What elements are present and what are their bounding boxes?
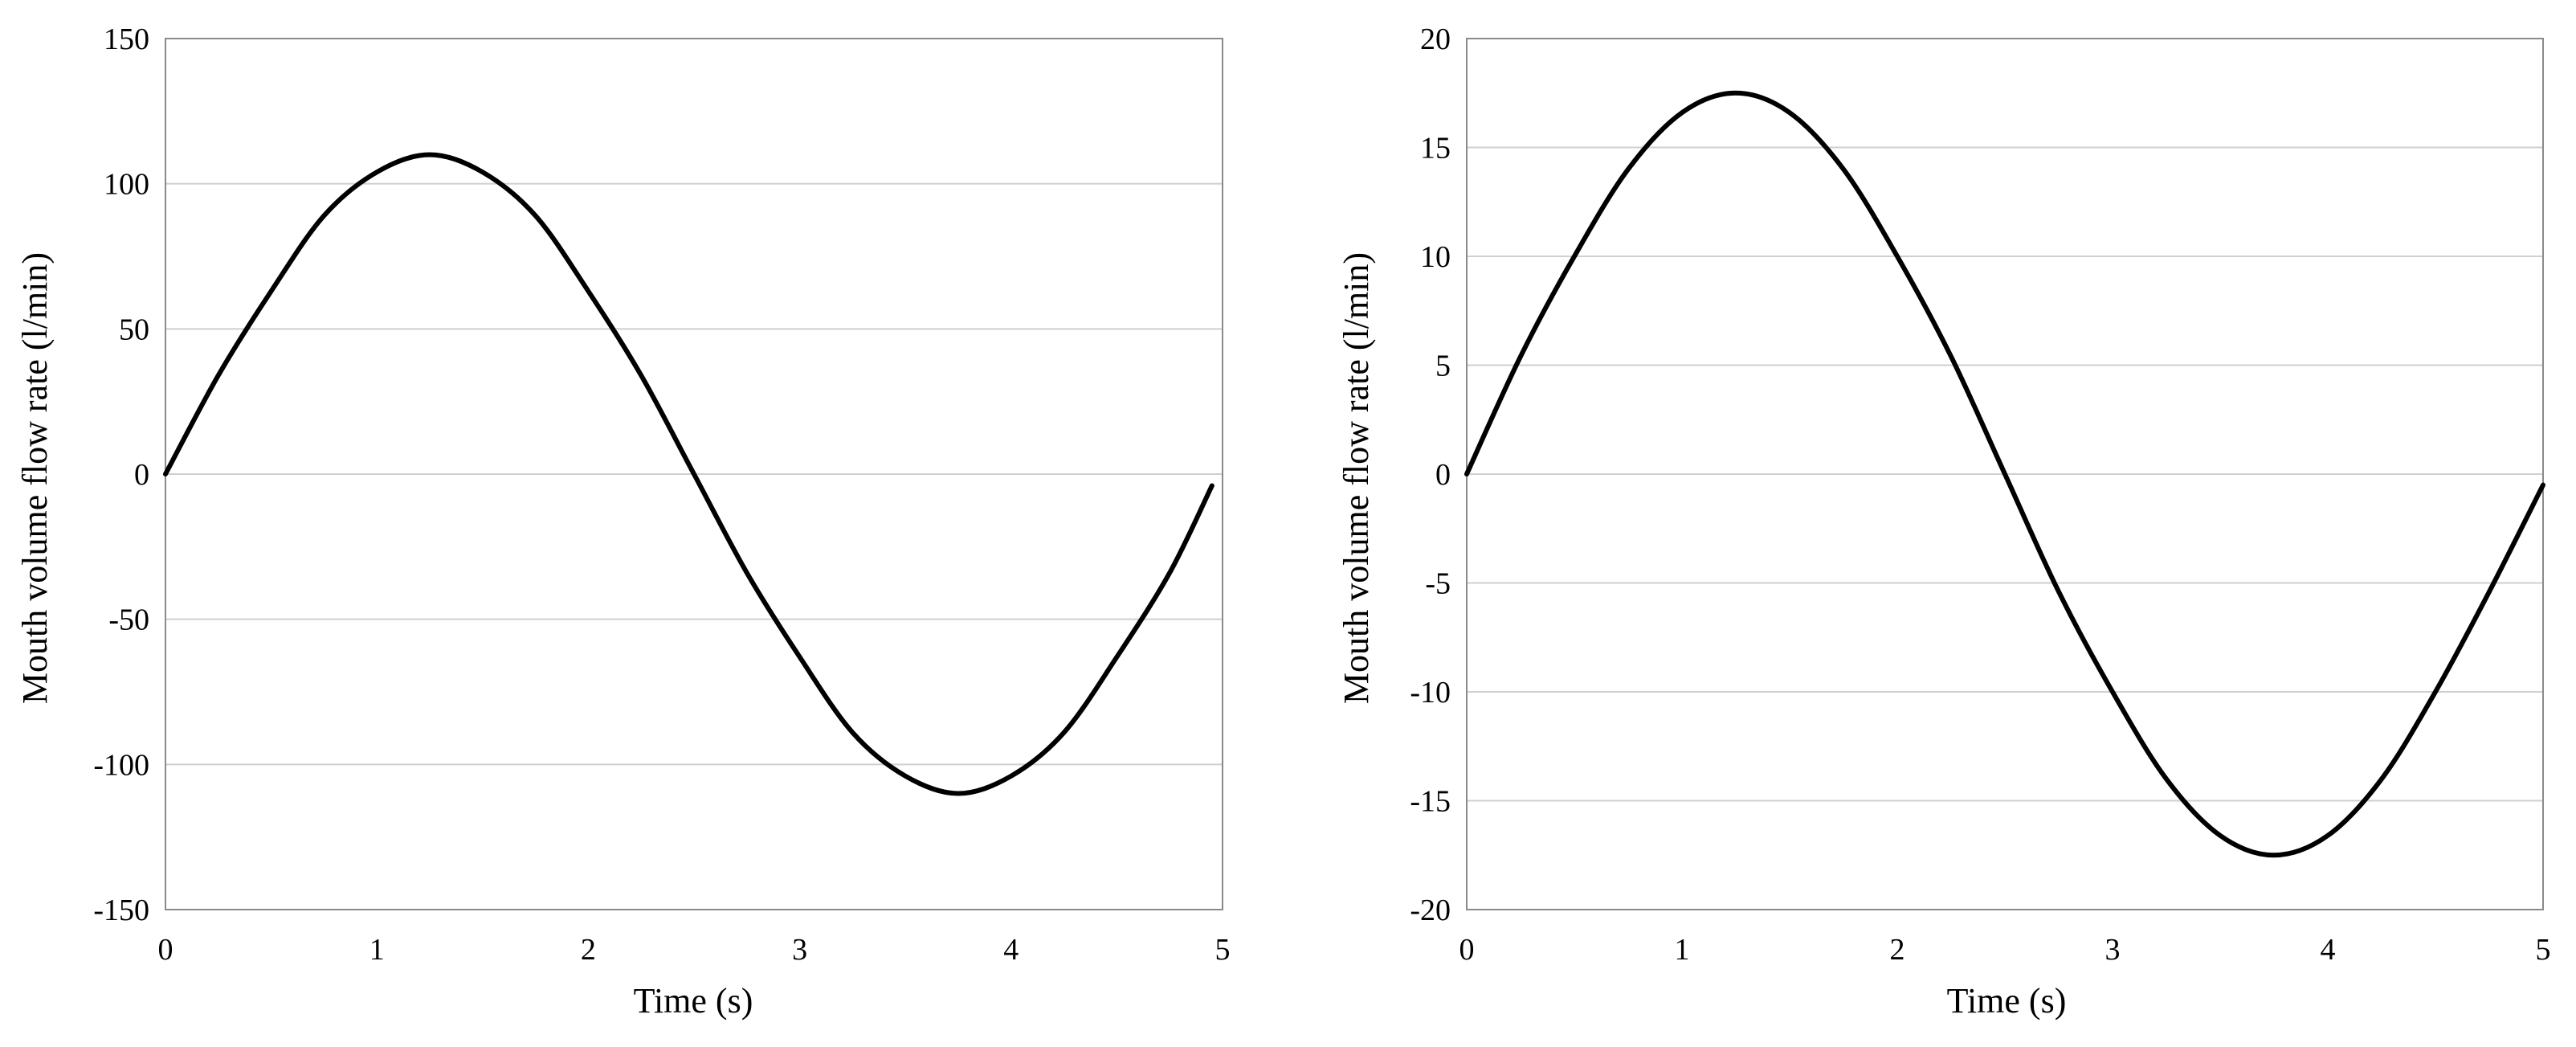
x-tick-label: 3 [2105, 933, 2121, 967]
y-tick-label: 0 [1435, 458, 1451, 492]
x-tick-label: 4 [2321, 933, 2336, 967]
x-tick-label: 5 [2536, 933, 2551, 967]
y-tick-label: -15 [1410, 785, 1451, 819]
y-axis-title: Mouth volume flow rate (l/min) [1337, 252, 1376, 704]
y-tick-label: 5 [1435, 350, 1451, 383]
y-tick-label: 15 [1420, 132, 1451, 166]
chart-right: Mouth volume flow rate (l/min) Time (s) … [1269, 0, 2576, 1047]
x-tick-label: 5 [1215, 933, 1231, 967]
y-tick-label: -150 [93, 894, 149, 927]
series-line [163, 152, 1215, 796]
y-tick-label: 10 [1420, 240, 1451, 274]
x-tick-label: 0 [158, 933, 174, 967]
x-tick-label: 1 [369, 933, 385, 967]
y-tick-label: 0 [134, 458, 149, 492]
x-tick-label: 1 [1675, 933, 1690, 967]
y-tick-label: -100 [93, 748, 149, 782]
y-tick-label: 50 [119, 313, 149, 346]
y-tick-label: -20 [1410, 894, 1451, 927]
x-tick-label: 3 [792, 933, 807, 967]
y-tick-label: -50 [108, 603, 149, 637]
y-tick-label: 100 [104, 168, 149, 202]
x-tick-label: 0 [1459, 933, 1475, 967]
y-tick-label: -10 [1410, 676, 1451, 710]
series-line [1464, 90, 2545, 858]
chart-right-svg: Mouth volume flow rate (l/min) Time (s) … [1337, 22, 2551, 1020]
chart-left-svg: Mouth volume flow rate (l/min) Time (s) … [15, 22, 1231, 1020]
y-tick-label: -5 [1425, 567, 1451, 601]
y-axis-title: Mouth volume flow rate (l/min) [15, 252, 55, 704]
x-axis-title: Time (s) [634, 981, 753, 1020]
x-tick-label: 2 [581, 933, 596, 967]
y-tick-label: 150 [104, 22, 149, 56]
x-axis-title: Time (s) [1947, 981, 2067, 1020]
chart-left: Mouth volume flow rate (l/min) Time (s) … [0, 0, 1269, 1047]
x-tick-label: 2 [1890, 933, 1905, 967]
x-tick-label: 4 [1003, 933, 1019, 967]
y-tick-label: 20 [1420, 22, 1451, 56]
